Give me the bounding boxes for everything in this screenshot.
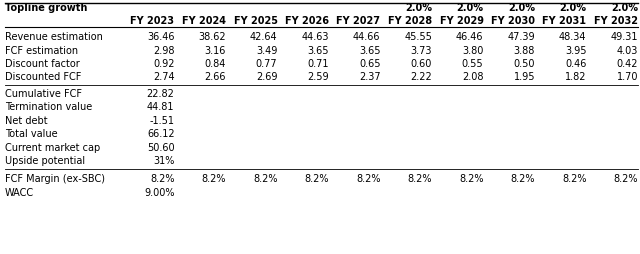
Text: Net debt: Net debt	[5, 116, 47, 126]
Text: FY 2028: FY 2028	[388, 17, 432, 26]
Text: FY 2029: FY 2029	[440, 17, 483, 26]
Text: 2.0%: 2.0%	[456, 3, 483, 13]
Text: 0.84: 0.84	[205, 59, 226, 69]
Text: Discounted FCF: Discounted FCF	[5, 72, 81, 83]
Text: 0.65: 0.65	[359, 59, 381, 69]
Text: 8.2%: 8.2%	[459, 174, 483, 184]
Text: 22.82: 22.82	[147, 89, 175, 99]
Text: 1.95: 1.95	[513, 72, 535, 83]
Text: Total value: Total value	[5, 129, 58, 139]
Text: 8.2%: 8.2%	[150, 174, 175, 184]
Text: FY 2025: FY 2025	[234, 17, 278, 26]
Text: 36.46: 36.46	[147, 32, 175, 42]
Text: Revenue estimation: Revenue estimation	[5, 32, 103, 42]
Text: 3.95: 3.95	[565, 45, 586, 56]
Text: 8.2%: 8.2%	[408, 174, 432, 184]
Text: 2.0%: 2.0%	[405, 3, 432, 13]
Text: 9.00%: 9.00%	[144, 188, 175, 198]
Text: 0.60: 0.60	[411, 59, 432, 69]
Text: 0.92: 0.92	[153, 59, 175, 69]
Text: 1.70: 1.70	[616, 72, 638, 83]
Text: 48.34: 48.34	[559, 32, 586, 42]
Text: 0.42: 0.42	[616, 59, 638, 69]
Text: 2.74: 2.74	[153, 72, 175, 83]
Text: Cumulative FCF: Cumulative FCF	[5, 89, 82, 99]
Text: 3.80: 3.80	[462, 45, 483, 56]
Text: FY 2030: FY 2030	[491, 17, 535, 26]
Text: 31%: 31%	[153, 156, 175, 166]
Text: -1.51: -1.51	[150, 116, 175, 126]
Text: 2.0%: 2.0%	[508, 3, 535, 13]
Text: 8.2%: 8.2%	[614, 174, 638, 184]
Text: 8.2%: 8.2%	[356, 174, 381, 184]
Text: 4.03: 4.03	[616, 45, 638, 56]
Text: 2.08: 2.08	[462, 72, 483, 83]
Text: 2.69: 2.69	[256, 72, 278, 83]
Text: 3.49: 3.49	[256, 45, 278, 56]
Text: 45.55: 45.55	[404, 32, 432, 42]
Text: 3.88: 3.88	[514, 45, 535, 56]
Text: Discount factor: Discount factor	[5, 59, 80, 69]
Text: 8.2%: 8.2%	[305, 174, 329, 184]
Text: Termination value: Termination value	[5, 102, 92, 112]
Text: 44.66: 44.66	[353, 32, 381, 42]
Text: 8.2%: 8.2%	[511, 174, 535, 184]
Text: 3.16: 3.16	[205, 45, 226, 56]
Text: 8.2%: 8.2%	[562, 174, 586, 184]
Text: 44.81: 44.81	[147, 102, 175, 112]
Text: Topline growth: Topline growth	[5, 3, 88, 13]
Text: 66.12: 66.12	[147, 129, 175, 139]
Text: 0.55: 0.55	[462, 59, 483, 69]
Text: 0.71: 0.71	[307, 59, 329, 69]
Text: 8.2%: 8.2%	[253, 174, 278, 184]
Text: 2.0%: 2.0%	[559, 3, 586, 13]
Text: FY 2024: FY 2024	[182, 17, 226, 26]
Text: 38.62: 38.62	[198, 32, 226, 42]
Text: 0.77: 0.77	[256, 59, 278, 69]
Text: Upside potential: Upside potential	[5, 156, 85, 166]
Text: 3.65: 3.65	[307, 45, 329, 56]
Text: 3.65: 3.65	[359, 45, 381, 56]
Text: 2.22: 2.22	[410, 72, 432, 83]
Text: 49.31: 49.31	[611, 32, 638, 42]
Text: 46.46: 46.46	[456, 32, 483, 42]
Text: FY 2027: FY 2027	[337, 17, 381, 26]
Text: 44.63: 44.63	[301, 32, 329, 42]
Text: FY 2026: FY 2026	[285, 17, 329, 26]
Text: FCF estimation: FCF estimation	[5, 45, 78, 56]
Text: FY 2032: FY 2032	[594, 17, 638, 26]
Text: 8.2%: 8.2%	[202, 174, 226, 184]
Text: 2.37: 2.37	[359, 72, 381, 83]
Text: FCF Margin (ex-SBC): FCF Margin (ex-SBC)	[5, 174, 105, 184]
Text: 0.46: 0.46	[565, 59, 586, 69]
Text: 42.64: 42.64	[250, 32, 278, 42]
Text: FY 2023: FY 2023	[131, 17, 175, 26]
Text: 2.98: 2.98	[153, 45, 175, 56]
Text: 0.50: 0.50	[513, 59, 535, 69]
Text: FY 2031: FY 2031	[543, 17, 586, 26]
Text: 1.82: 1.82	[565, 72, 586, 83]
Text: 47.39: 47.39	[508, 32, 535, 42]
Text: WACC: WACC	[5, 188, 34, 198]
Text: 50.60: 50.60	[147, 143, 175, 153]
Text: 2.66: 2.66	[205, 72, 226, 83]
Text: Current market cap: Current market cap	[5, 143, 100, 153]
Text: 3.73: 3.73	[410, 45, 432, 56]
Text: 2.0%: 2.0%	[611, 3, 638, 13]
Text: 2.59: 2.59	[307, 72, 329, 83]
